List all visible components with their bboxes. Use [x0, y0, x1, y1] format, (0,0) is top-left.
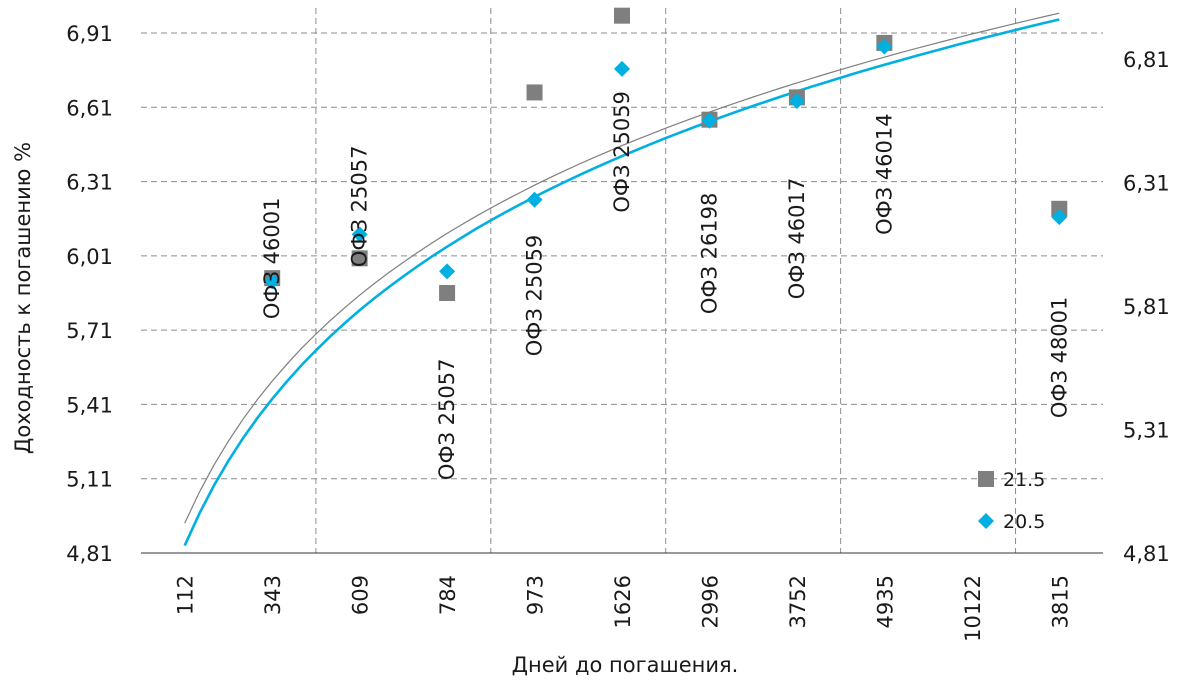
grid-lines: [141, 8, 1103, 553]
marker-diamond: [701, 112, 718, 129]
x-tick-label: 2996: [698, 575, 722, 628]
data-points: [264, 7, 1068, 301]
legend-marker-square: [978, 471, 994, 487]
marker-diamond: [439, 263, 456, 280]
marker-square: [614, 7, 630, 24]
marker-diamond: [876, 38, 893, 55]
y-right-tick-label: 5,31: [1123, 419, 1170, 443]
y-left-tick-label: 6,31: [66, 171, 113, 195]
marker-square: [526, 84, 543, 101]
y-left-tick-label: 6,01: [66, 245, 113, 269]
marker-diamond: [1051, 209, 1068, 226]
bond-label: ОФЗ 25057: [348, 146, 372, 268]
x-tick-label: 609: [349, 575, 373, 615]
y-right-tick-label: 5,81: [1123, 295, 1170, 319]
bond-label: ОФЗ 46014: [872, 113, 896, 235]
x-tick-label: 784: [436, 575, 460, 615]
y-right-tick-label: 6,81: [1123, 48, 1170, 72]
y-axis-title: Доходность к погашению %: [11, 142, 35, 454]
x-tick-label: 343: [261, 575, 285, 615]
trendlines: [183, 12, 1060, 547]
marker-diamond: [526, 191, 543, 208]
x-tick-label: 10122: [961, 575, 985, 642]
legend-label: 20.5: [1003, 511, 1045, 533]
bond-label: ОФЗ 26198: [697, 193, 721, 315]
legend-label: 21.5: [1003, 469, 1045, 491]
marker-diamond: [614, 60, 630, 77]
marker-square: [351, 250, 368, 267]
bond-label: ОФЗ 46001: [260, 198, 284, 320]
marker-diamond: [351, 226, 368, 243]
y-left-tick-label: 5,11: [66, 468, 113, 492]
y-left-tick-label: 5,41: [66, 393, 113, 417]
y-left-tick-label: 6,61: [66, 96, 113, 120]
y-left-tick-label: 4,81: [66, 542, 113, 566]
y-right-tick-label: 6,31: [1123, 172, 1170, 196]
y-left-tick-label: 5,71: [66, 319, 113, 343]
x-tick-label: 3815: [1048, 575, 1072, 628]
bond-labels: ОФЗ 46001 ОФЗ 25057 ОФЗ 25057 ОФЗ 25059 ОФЗ …: [260, 91, 1071, 480]
bond-label: ОФЗ 25059: [610, 91, 634, 213]
bond-label: ОФЗ 46017: [785, 178, 809, 300]
y-left-tick-label: 6,91: [66, 22, 113, 46]
y-right-tick-label: 4,81: [1123, 542, 1170, 566]
x-tick-label: 112: [174, 575, 198, 615]
bond-label: ОФЗ 25057: [435, 359, 459, 481]
legend-marker-diamond: [978, 513, 994, 529]
bond-label: ОФЗ 48001: [1047, 297, 1071, 419]
marker-diamond: [788, 92, 805, 109]
x-tick-label: 973: [524, 575, 548, 615]
legend: 21.5 20.5: [978, 469, 1045, 533]
marker-square: [1051, 200, 1068, 217]
x-tick-label: 3752: [786, 575, 810, 628]
x-tick-label: 1626: [611, 575, 635, 628]
x-tick-label: 4935: [873, 575, 897, 628]
marker-square: [439, 285, 456, 301]
axes: 4,81 5,11 5,41 5,71 6,01 6,31 6,61 6,91 4,81 5,31…: [66, 22, 1170, 642]
bond-label: ОФЗ 25059: [523, 235, 547, 357]
marker-diamond: [264, 273, 281, 290]
x-axis-title: Дней до погашения.: [512, 653, 739, 677]
trendline-20.5: [183, 18, 1060, 547]
trendline-21.5: [184, 12, 1060, 524]
